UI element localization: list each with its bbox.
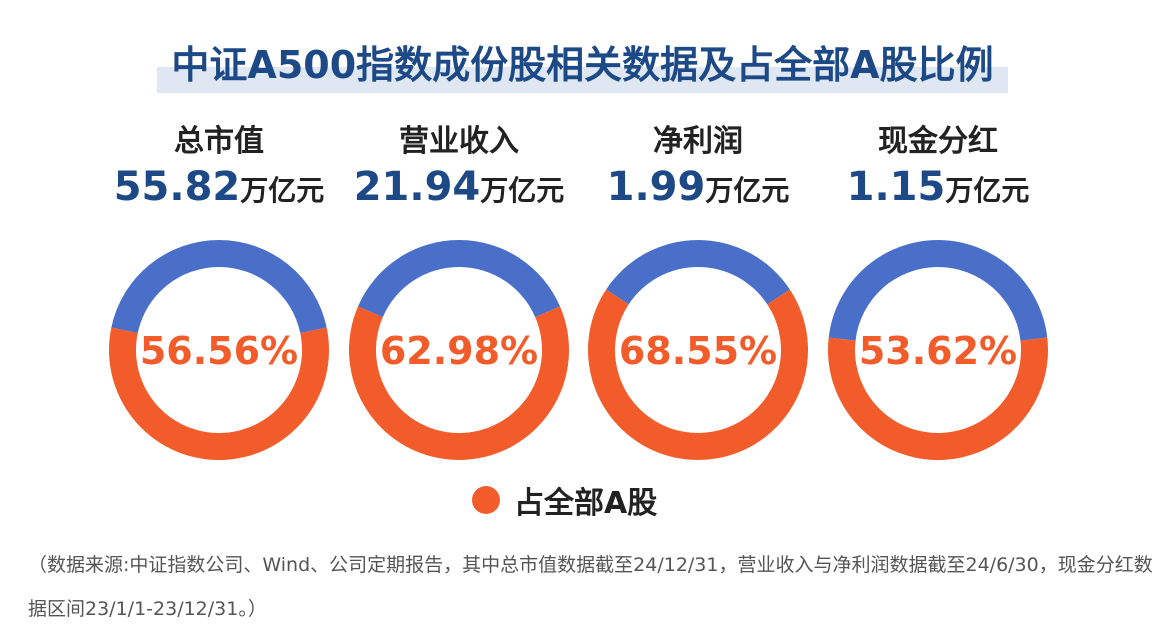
donut-slice-rest	[606, 240, 790, 305]
donut-percent-label: 62.98%	[380, 329, 538, 373]
metric-unit: 万亿元	[480, 174, 565, 207]
metric-total-market-cap: 总市值 55.82万亿元	[99, 122, 339, 220]
legend-swatch	[472, 486, 500, 514]
donut-slice-share	[828, 337, 1048, 460]
donut-percent-label: 53.62%	[859, 329, 1017, 373]
metric-unit: 万亿元	[945, 174, 1030, 207]
metric-unit: 万亿元	[240, 174, 325, 207]
legend-label: 占全部A股	[514, 486, 658, 521]
donut-slice-rest	[828, 239, 1048, 341]
donut-percent-label: 56.56%	[140, 329, 298, 373]
donut-slice-share	[348, 306, 569, 461]
metric-name: 营业收入	[399, 124, 519, 159]
donut-percent-label: 68.55%	[619, 329, 777, 373]
metric-name: 总市值	[174, 124, 264, 159]
donut-slice-rest	[358, 240, 560, 318]
metric-cash-dividend: 现金分红 1.15万亿元	[818, 122, 1058, 220]
metric-net-profit: 净利润 1.99万亿元	[578, 122, 818, 220]
source-note: （数据来源:中证指数公司、Wind、公司定期报告，其中总市值数据截至24/12/…	[28, 554, 1153, 620]
metric-value: 55.82	[113, 164, 241, 210]
donut-slice-share	[109, 327, 330, 460]
legend: 占全部A股	[472, 478, 657, 522]
metric-value: 1.15	[846, 164, 946, 210]
metric-value: 1.99	[606, 164, 706, 210]
metric-name: 现金分红	[878, 124, 998, 159]
metric-name: 净利润	[653, 124, 743, 159]
chart-title: 中证A500指数成份股相关数据及占全部A股比例	[157, 30, 1008, 95]
metric-revenue: 营业收入 21.94万亿元	[339, 122, 579, 220]
donut-slice-share	[588, 289, 808, 461]
metric-unit: 万亿元	[705, 174, 790, 207]
donut-slice-rest	[111, 240, 327, 334]
metric-value: 21.94	[353, 164, 481, 210]
